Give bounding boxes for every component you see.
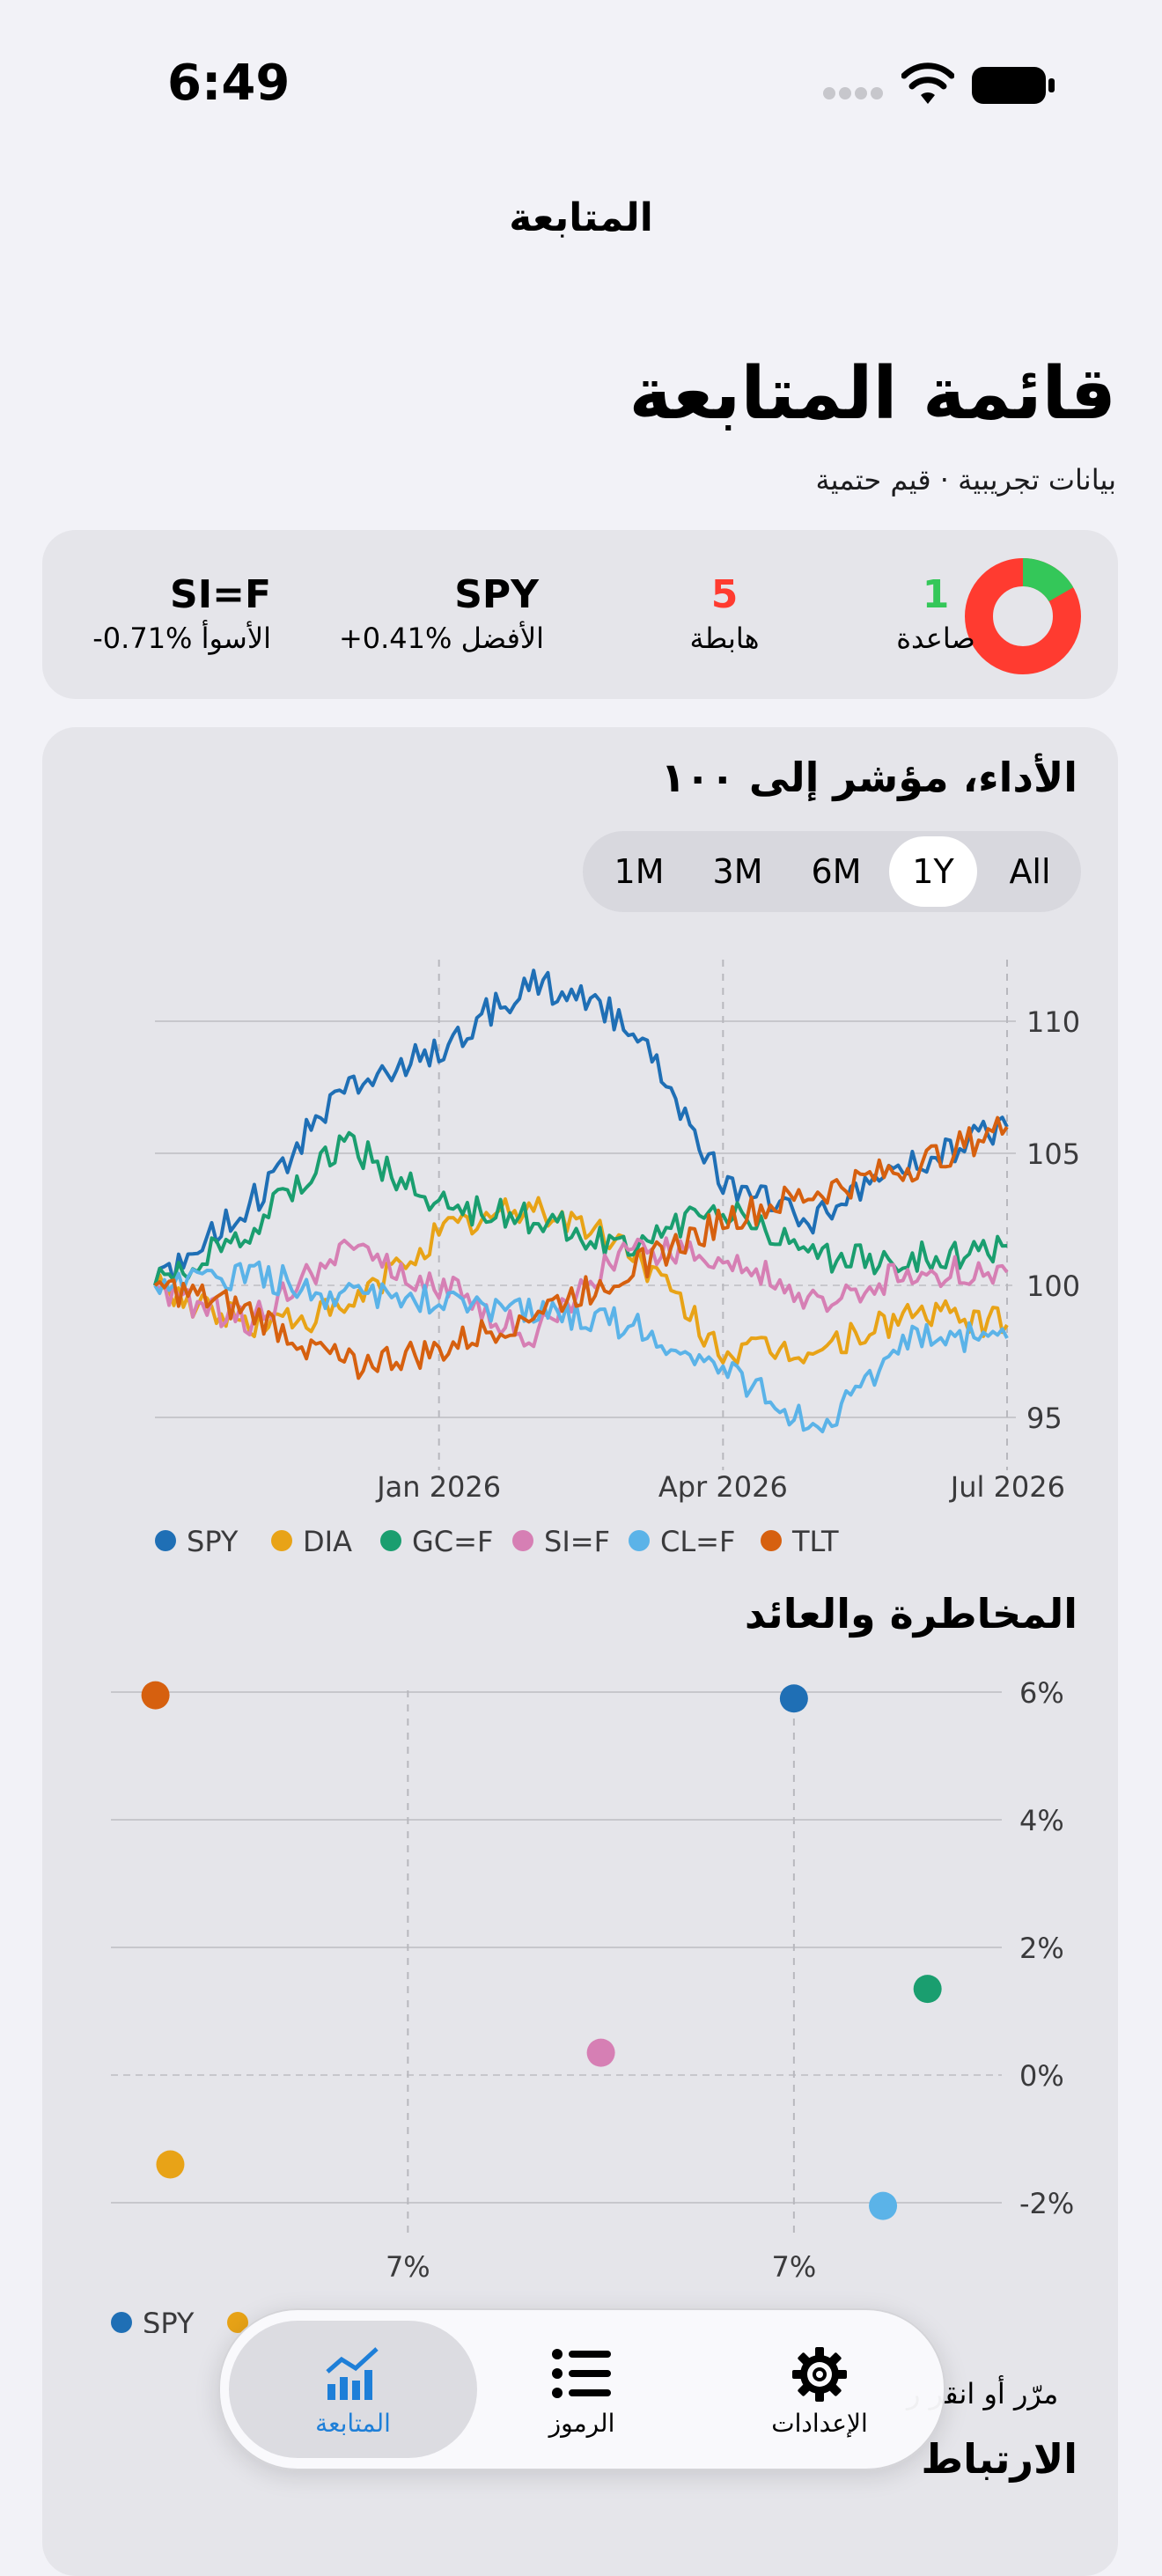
up-count: 1 [922, 572, 950, 617]
range-selector[interactable]: 1M 3M 6M 1Y All [583, 831, 1081, 912]
y-tick-label: 0% [1019, 2059, 1064, 2093]
tab-symbols[interactable]: الرموز [461, 2310, 702, 2469]
worst-label: الأسوأ %0.71- [92, 622, 271, 655]
range-all[interactable]: All [1009, 852, 1051, 891]
legend-dot [512, 1530, 533, 1551]
down-label: هابطة [689, 622, 760, 655]
range-6m[interactable]: 6M [811, 852, 862, 891]
y-tick-label: 2% [1019, 1932, 1064, 1965]
series-line-TLT [153, 1115, 1009, 1380]
legend-label: SPY [187, 1525, 239, 1558]
legend-dot [761, 1530, 782, 1551]
tab-symbols-label: الرموز [548, 2409, 615, 2438]
legend-dot [155, 1530, 176, 1551]
up-label: صاعدة [896, 622, 975, 655]
legend-dot [271, 1530, 292, 1551]
legend-dot [629, 1530, 650, 1551]
series-line-SI=F [153, 1236, 1009, 1349]
scatter-point-SPY [779, 1684, 808, 1713]
up-down-donut [965, 558, 1081, 674]
legend-dot [380, 1530, 401, 1551]
y-tick-label: 100 [1026, 1270, 1080, 1303]
series-line-GC=F [153, 1130, 1008, 1286]
page-title: قائمة المتابعة [629, 352, 1116, 436]
x-tick-label: 7% [386, 2250, 430, 2284]
legend-label: DIA [303, 1525, 352, 1558]
legend-label: CL=F [660, 1525, 735, 1558]
chart-line-icon [326, 2347, 379, 2400]
x-tick-label: Apr 2026 [658, 1470, 788, 1504]
scatter-point-CL=F [869, 2191, 898, 2220]
y-tick-label: 105 [1026, 1137, 1080, 1171]
list-icon [552, 2349, 611, 2398]
legend-label: SPY [143, 2307, 195, 2333]
scatter-point-SI=F [586, 2038, 615, 2067]
y-tick-label: 4% [1019, 1804, 1064, 1837]
performance-title: الأداء، مؤشر إلى ١٠٠ [660, 754, 1077, 801]
signal-dots-icon [822, 85, 884, 106]
tab-settings[interactable]: الإعدادات [699, 2310, 940, 2469]
battery-icon [972, 65, 1056, 109]
series-line-DIA [153, 1196, 1009, 1365]
summary-card: 1 صاعدة 5 هابطة SPY الأفضل %0.41+ SI=F ا… [42, 530, 1118, 699]
gear-icon [792, 2347, 847, 2402]
nav-title: المتابعة [509, 195, 653, 240]
range-3m[interactable]: 3M [712, 852, 763, 891]
correlation-title: الارتباط [921, 2435, 1077, 2483]
legend-label: SI=F [544, 1525, 610, 1558]
risk-title: المخاطرة والعائد [744, 1590, 1077, 1638]
x-tick-label: 7% [771, 2250, 816, 2284]
performance-card [42, 727, 1118, 2576]
y-tick-label: -2% [1019, 2187, 1074, 2220]
best-label: الأفضل %0.41+ [338, 622, 544, 655]
y-tick-label: 110 [1026, 1005, 1080, 1039]
y-tick-label: 6% [1019, 1676, 1064, 1710]
y-tick-label: 95 [1026, 1402, 1063, 1435]
legend-label: GC=F [412, 1525, 493, 1558]
tab-bar: الإعدادات الرموز المتابعة [218, 2308, 945, 2470]
range-1y[interactable]: 1Y [889, 836, 977, 907]
tab-watchlist[interactable]: المتابعة [232, 2310, 474, 2469]
scatter-point-TLT [141, 1681, 170, 1710]
page-subtitle: بيانات تجريبية · قيم حتمية [815, 463, 1116, 497]
x-tick-label: Jan 2026 [375, 1470, 501, 1504]
status-time: 6:49 [167, 55, 290, 112]
legend-label: TLT [791, 1525, 839, 1558]
series-line-CL=F [153, 1260, 1009, 1434]
scatter-point-DIA [156, 2150, 185, 2179]
scatter-point-GC=F [913, 1975, 942, 2004]
x-tick-label: Jul 2026 [949, 1470, 1065, 1504]
range-1m[interactable]: 1M [614, 852, 665, 891]
best-symbol: SPY [454, 572, 539, 617]
wifi-icon [901, 62, 955, 109]
performance-line-chart[interactable]: 95 100 105 110 Jan 2026 Apr 2026 Jul 2026 SPY D… [0, 951, 1162, 1602]
risk-return-scatter[interactable]: 6% 4% 2% 0% -2% 7% 7% SPY [0, 1664, 1162, 2333]
tab-watchlist-label: المتابعة [315, 2409, 391, 2438]
tab-settings-label: الإعدادات [771, 2409, 868, 2438]
worst-symbol: SI=F [170, 572, 271, 617]
series-line-SPY [153, 968, 1009, 1286]
legend-dot [111, 2312, 132, 2333]
down-count: 5 [710, 572, 739, 617]
legend-dot [227, 2312, 248, 2333]
